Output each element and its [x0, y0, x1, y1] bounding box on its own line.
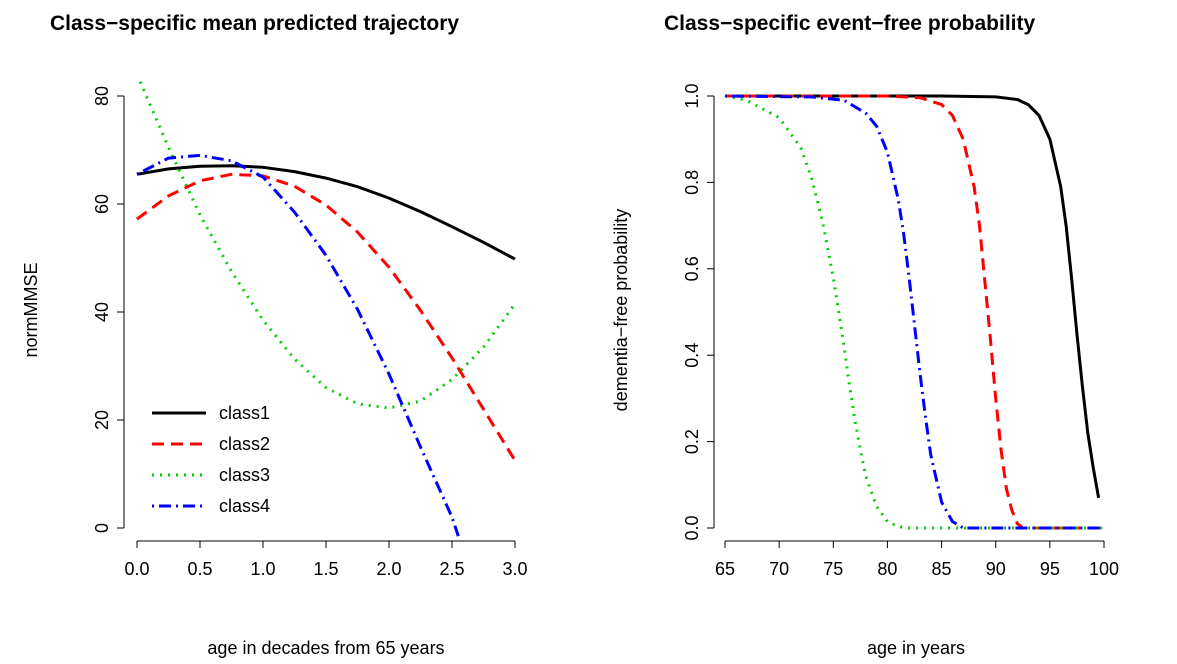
chart-title: Class−specific mean predicted trajectory [50, 12, 459, 35]
x-tick-label: 2.5 [439, 559, 464, 579]
x-tick-label: 1.0 [250, 559, 275, 579]
y-tick-label: 0.4 [682, 343, 702, 368]
chart-title: Class−specific event−free probability [664, 12, 1035, 35]
series-group [724, 94, 1104, 530]
legend-label: class1 [219, 403, 270, 423]
series-line-class3 [137, 79, 517, 410]
y-tick-label: 0.2 [682, 429, 702, 454]
y-tick-label: 60 [92, 194, 112, 214]
y-tick-label: 0 [92, 523, 112, 533]
x-tick-label: 90 [986, 559, 1006, 579]
y-axis-label: dementia−free probability [611, 209, 631, 412]
y-tick-label: 0.0 [682, 515, 702, 540]
x-axis-label: age in years [867, 638, 965, 658]
y-tick-label: 0.8 [682, 170, 702, 195]
y-tick-label: 1.0 [682, 83, 702, 108]
series-line-class2 [725, 94, 1104, 530]
x-tick-label: 0.0 [124, 559, 149, 579]
x-tick-label: 3.0 [502, 559, 527, 579]
panel-trajectory: Class−specific mean predicted trajectory… [21, 12, 528, 658]
x-tick-label: 1.5 [313, 559, 338, 579]
x-tick-label: 75 [823, 559, 843, 579]
x-axis-label: age in decades from 65 years [207, 638, 444, 658]
x-tick-label: 70 [769, 559, 789, 579]
x-tick-label: 80 [877, 559, 897, 579]
x-tick-label: 95 [1040, 559, 1060, 579]
legend: class1 class2 class3 class4 [152, 403, 270, 516]
x-tick-label: 65 [715, 559, 735, 579]
x-tick-label: 2.0 [376, 559, 401, 579]
series-line-class3 [724, 94, 1104, 530]
y-axis-label: normMMSE [21, 262, 41, 357]
y-tick-label: 20 [92, 410, 112, 430]
legend-label: class2 [219, 434, 270, 454]
axes: 0.0 0.5 1.0 1.5 2.0 2.5 3.0 0 20 40 60 80 [92, 86, 528, 579]
axes: 65 70 75 80 85 90 95 100 0.0 0.2 0.4 0.6 0.8 1.0 [682, 83, 1119, 579]
y-tick-label: 40 [92, 302, 112, 322]
x-tick-label: 85 [932, 559, 952, 579]
legend-label: class4 [219, 496, 270, 516]
series-line-class4 [136, 153, 460, 537]
y-tick-label: 0.6 [682, 256, 702, 281]
series-group [136, 79, 517, 537]
x-tick-label: 100 [1089, 559, 1119, 579]
legend-label: class3 [219, 465, 270, 485]
series-line-class2 [136, 172, 517, 462]
series-line-class1 [725, 94, 1101, 499]
series-line-class1 [136, 164, 516, 261]
y-tick-label: 80 [92, 86, 112, 106]
x-tick-label: 0.5 [187, 559, 212, 579]
series-line-class4 [724, 94, 1104, 530]
panel-event-free: Class−specific event−free probability ag… [611, 12, 1119, 658]
